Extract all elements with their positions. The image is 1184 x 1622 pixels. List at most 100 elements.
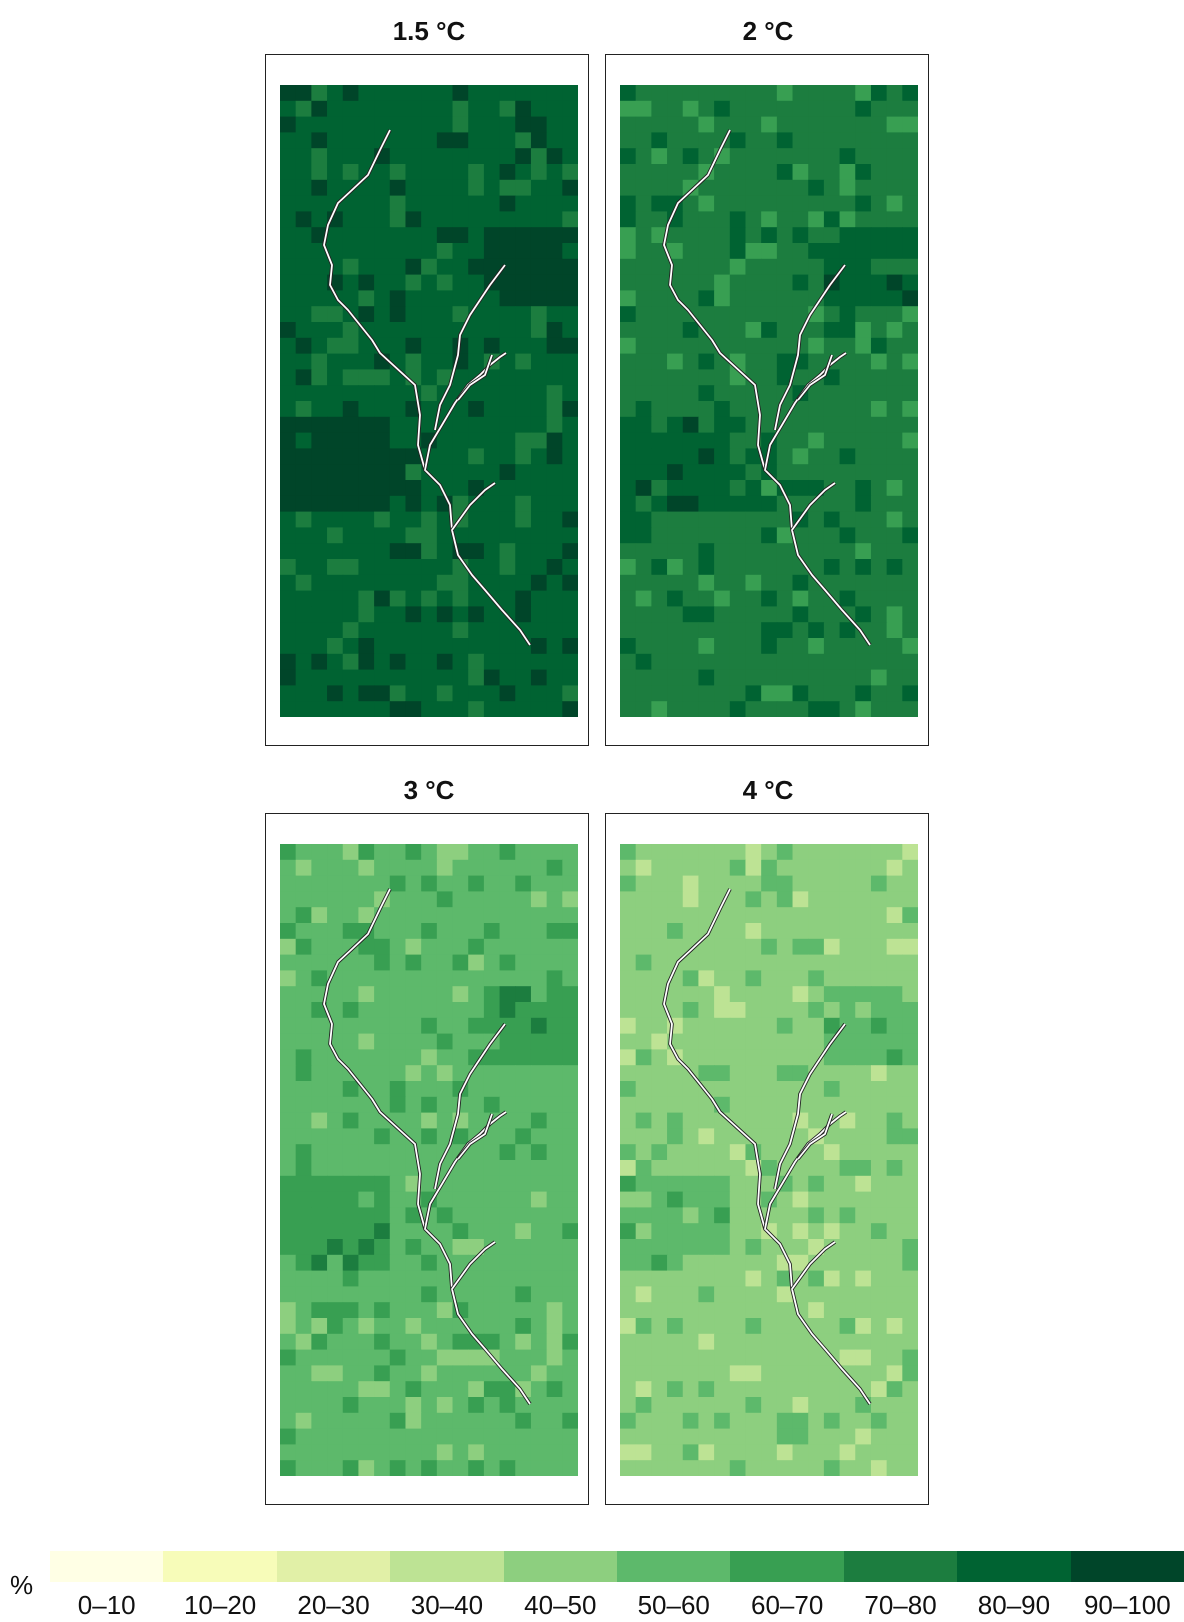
grid-cell	[530, 543, 548, 560]
grid-cell	[436, 258, 454, 276]
grid-cell	[311, 148, 328, 165]
grid-cell	[546, 322, 563, 339]
grid-cell	[468, 1112, 485, 1129]
grid-cell	[792, 85, 809, 102]
grid-cell	[902, 875, 918, 892]
grid-cell	[530, 290, 548, 307]
grid-cell	[745, 1144, 762, 1161]
grid-cell	[546, 543, 563, 560]
grid-cell	[808, 290, 825, 307]
grid-cell	[823, 859, 841, 877]
grid-cell	[483, 322, 501, 339]
grid-cell	[280, 1144, 297, 1161]
grid-cell	[792, 1333, 809, 1351]
grid-cell	[792, 464, 809, 481]
grid-cell	[530, 1144, 548, 1161]
grid-cell	[468, 511, 485, 528]
tributary-line	[774, 1023, 846, 1190]
grid-cell	[483, 574, 501, 592]
grid-cell	[839, 1412, 856, 1430]
grid-cell	[468, 875, 485, 892]
grid-cell	[530, 1444, 548, 1461]
grid-cell	[808, 511, 825, 528]
grid-cell	[546, 100, 563, 118]
grid-cell	[452, 1175, 469, 1193]
grid-cell	[327, 1318, 344, 1335]
grid-cell	[635, 401, 652, 418]
grid-cell	[667, 1065, 684, 1082]
grid-cell	[635, 448, 652, 465]
grid-cell	[823, 179, 841, 197]
grid-cell	[280, 1365, 297, 1382]
grid-cell	[389, 1207, 407, 1224]
grid-cell	[468, 907, 485, 924]
grid-cell	[421, 1460, 438, 1476]
grid-cell	[870, 1144, 888, 1161]
grid-cell	[546, 1002, 563, 1019]
grid-cell	[761, 1128, 778, 1145]
grid-cell	[698, 559, 715, 576]
grid-cell	[808, 875, 825, 892]
grid-cell	[620, 448, 637, 465]
grid-cell	[667, 1144, 684, 1161]
grid-cell	[421, 1017, 438, 1035]
grid-cell	[792, 148, 809, 165]
grid-cell	[515, 85, 532, 102]
grid-cell	[714, 970, 731, 987]
grid-cell	[327, 1128, 344, 1145]
grid-cell	[886, 1428, 903, 1445]
grid-cell	[530, 559, 548, 576]
grid-cell	[745, 907, 762, 924]
grid-cell	[635, 385, 652, 402]
grid-cell	[389, 701, 407, 717]
grid-cell	[280, 480, 297, 497]
grid-cell	[280, 1270, 297, 1287]
grid-cell	[342, 1254, 360, 1272]
grid-cell	[729, 1081, 747, 1098]
grid-cell	[342, 669, 360, 686]
grid-cell	[515, 100, 532, 118]
grid-cell	[808, 1349, 825, 1366]
grid-cell	[483, 1460, 501, 1476]
grid-cell	[667, 227, 684, 244]
grid-cell	[698, 401, 715, 418]
grid-cell	[374, 844, 391, 861]
grid-cell	[682, 986, 700, 1003]
grid-cell	[546, 844, 563, 861]
grid-cell	[421, 859, 438, 877]
grid-cell	[342, 227, 360, 244]
grid-cell	[651, 1144, 668, 1161]
grid-cell	[870, 495, 888, 513]
grid-cell	[823, 1239, 841, 1256]
grid-cell	[839, 907, 856, 924]
grid-cell	[714, 1002, 731, 1019]
grid-cell	[667, 1191, 684, 1208]
grid-cell	[651, 148, 668, 165]
grid-cell	[620, 480, 637, 497]
grid-cell	[839, 1381, 856, 1398]
grid-cell	[499, 211, 516, 228]
grid-cell	[515, 179, 532, 197]
grid-cell	[886, 1444, 903, 1461]
grid-cell	[452, 480, 469, 497]
grid-cell	[855, 1286, 872, 1303]
grid-cell	[280, 1175, 297, 1193]
grid-cell	[682, 401, 700, 418]
grid-cell	[483, 907, 501, 924]
grid-cell	[635, 527, 652, 544]
grid-cell	[452, 258, 469, 276]
grid-cell	[635, 511, 652, 528]
grid-cell	[729, 369, 747, 386]
grid-cell	[436, 527, 454, 544]
grid-cell	[452, 416, 469, 434]
grid-cell	[295, 1223, 312, 1240]
grid-cell	[761, 1144, 778, 1161]
grid-cell	[651, 1065, 668, 1082]
grid-cell	[776, 527, 794, 544]
grid-cell	[421, 1112, 438, 1129]
grid-cell	[421, 1270, 438, 1287]
grid-cell	[667, 859, 684, 877]
grid-cell	[436, 337, 454, 355]
grid-cell	[792, 527, 809, 544]
grid-cell	[870, 907, 888, 924]
